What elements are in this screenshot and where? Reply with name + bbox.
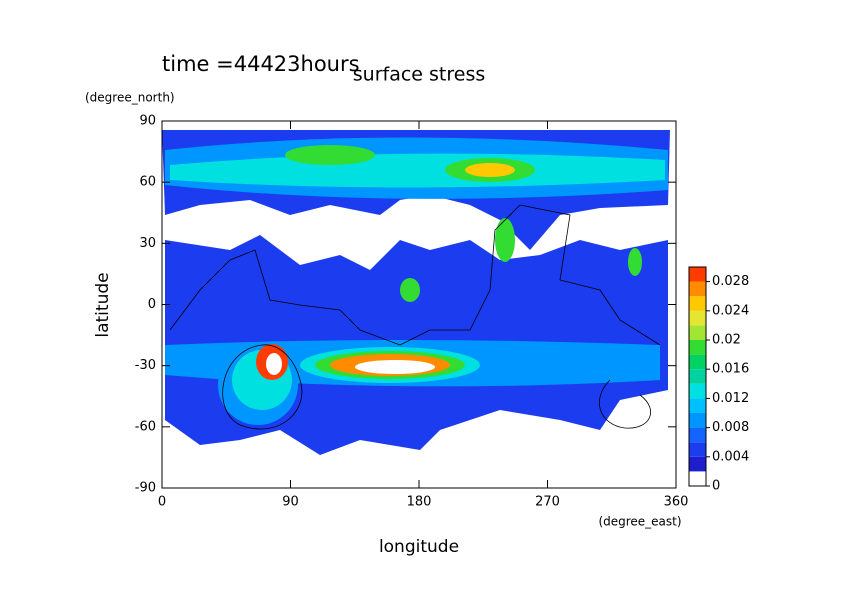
y-tick-label: -60 (135, 419, 156, 434)
coastline (222, 344, 303, 430)
colorbar-band (689, 310, 706, 326)
x-tick-label: 270 (535, 495, 560, 510)
contour-fill (170, 153, 665, 188)
subtitle: time =44423hours (162, 52, 360, 76)
colorbar-band (689, 442, 706, 457)
x-tick-label: 180 (407, 495, 432, 510)
colorbar-band (689, 340, 706, 355)
chart-title: surface stress (353, 64, 486, 86)
y-tick-label: 90 (139, 114, 156, 129)
x-tick-label: 0 (158, 495, 166, 510)
colorbar-tick-label: 0.02 (712, 333, 741, 348)
x-unit: (degree_east) (598, 515, 681, 529)
y-tick-label: -90 (135, 481, 156, 496)
y-unit: (degree_north) (85, 91, 175, 105)
colorbar-band (689, 427, 706, 443)
colorbar-tick-label: 0 (712, 479, 720, 494)
colorbar-band (689, 413, 706, 428)
y-tick-label: 30 (139, 236, 156, 251)
colorbar-band (689, 383, 706, 399)
contour-fill (495, 218, 515, 262)
contour-fill (465, 163, 515, 177)
colorbar-band (689, 398, 706, 413)
colorbar-band (689, 456, 706, 472)
colorbar-band (689, 471, 706, 486)
x-tick-label: 90 (282, 495, 299, 510)
colorbar-band (689, 325, 706, 340)
colorbar-tick-label: 0.024 (712, 303, 749, 318)
contour-fill (628, 248, 642, 276)
colorbar-tick-label: 0.012 (712, 391, 749, 406)
colorbar-frame (688, 266, 707, 487)
y-tick-label: 0 (148, 297, 156, 312)
colorbar-band (689, 369, 706, 384)
x-axis-label: longitude (379, 537, 459, 557)
colorbar-tick-label: 0.004 (712, 449, 749, 464)
contour-fill (400, 278, 420, 302)
colorbar-tick-label: 0.028 (712, 274, 749, 289)
y-tick-label: -30 (135, 358, 156, 373)
coastline (169, 204, 661, 346)
contour-fill (355, 360, 435, 374)
y-tick-label: 60 (139, 175, 156, 190)
colorbar-band (689, 281, 706, 297)
colorbar-tick-label: 0.016 (712, 362, 749, 377)
coastline (599, 379, 651, 429)
x-tick-label: 360 (664, 495, 689, 510)
y-axis-label: latitude (93, 272, 113, 337)
colorbar-band (689, 354, 706, 370)
colorbar-tick-label: 0.008 (712, 420, 749, 435)
contour-field (162, 130, 670, 455)
contour-fill (285, 145, 375, 165)
contour-fill (266, 353, 282, 375)
colorbar-band (689, 296, 706, 311)
colorbar-band (689, 267, 706, 282)
